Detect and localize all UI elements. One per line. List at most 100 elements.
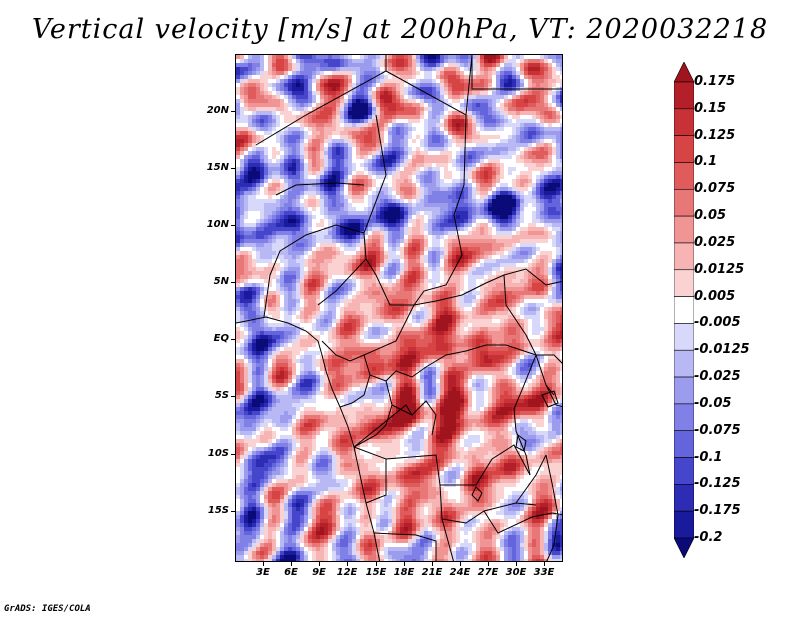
map-plot-area [235,54,563,562]
lon-tick [319,562,320,566]
lon-tick [460,562,461,566]
border-line [536,354,562,364]
border-line [391,400,437,436]
colorbar-segment [674,323,694,351]
lat-label: EQ [213,333,229,344]
lat-tick [231,168,235,169]
colorbar-label: 0.0125 [694,262,745,277]
grads-credit: GrADS: IGES/COLA [4,604,91,614]
lat-label: 10S [207,448,229,459]
lat-tick [231,396,235,397]
colorbar-segment [674,403,694,432]
border-line [385,55,473,116]
colorbar-segment [674,376,694,405]
lon-tick [432,562,433,566]
lon-tick [404,562,405,566]
colorbar-label: 0.175 [694,74,736,89]
border-line [353,444,531,486]
lat-label: 15S [207,505,229,516]
colorbar-label: 0.15 [694,101,727,116]
lat-tick [231,454,235,455]
border-line [483,510,562,534]
colorbar-segment [674,537,694,558]
border-line [545,384,562,408]
country-borders [236,55,562,561]
colorbar-label: -0.025 [694,369,741,384]
lon-label: 24E [449,567,471,578]
colorbar-label: -0.125 [694,476,741,491]
border-line [439,484,537,524]
colorbar-segment [674,510,694,539]
colorbar-label: -0.2 [694,530,723,545]
lon-tick [488,562,489,566]
lon-label: 6E [284,567,298,578]
colorbar-label: 0.075 [694,181,736,196]
colorbar-label: -0.075 [694,423,741,438]
colorbar-segment [674,484,694,512]
lat-tick [231,225,235,226]
lon-label: 3E [256,567,270,578]
border-line [317,258,367,306]
colorbar-label: 0.005 [694,289,736,304]
border-line [541,390,559,408]
border-line [515,454,547,504]
colorbar-segment [674,296,694,324]
colorbar-segment [674,62,694,83]
colorbar-segment [674,457,694,485]
lat-tick [231,111,235,112]
colorbar-segment [674,430,694,458]
border-line [353,380,393,448]
colorbar [674,62,694,558]
border-line [373,532,437,561]
lon-label: 33E [533,567,555,578]
lon-label: 27E [477,567,499,578]
border-line [353,404,413,448]
lat-label: 20N [206,105,229,116]
border-line [321,304,415,362]
border-line [236,316,381,561]
border-line [513,354,537,476]
lat-label: 15N [206,162,229,173]
border-line [363,114,467,306]
colorbar-segment [674,188,694,217]
border-line [263,224,365,318]
colorbar-label: -0.005 [694,315,741,330]
lon-tick [291,562,292,566]
border-line [365,459,387,504]
lat-tick [231,511,235,512]
colorbar-label: 0.05 [694,208,727,223]
lat-label: 5N [213,276,229,287]
colorbar-label: -0.175 [694,503,741,518]
lon-tick [376,562,377,566]
border-line [471,486,483,502]
border-line [275,182,365,196]
lon-tick [347,562,348,566]
lon-tick [516,562,517,566]
colorbar-label: -0.0125 [694,342,750,357]
lon-label: 18E [393,567,415,578]
border-line [545,454,559,561]
colorbar-label: 0.1 [694,154,718,169]
colorbar-segment [674,162,694,190]
colorbar-label: -0.1 [694,450,723,465]
border-line [471,55,562,90]
lon-label: 9E [312,567,326,578]
lon-label: 15E [365,567,387,578]
lat-tick [231,282,235,283]
lat-label: 5S [214,390,229,401]
border-line [413,268,562,306]
border-line [255,55,387,146]
colorbar-segment [674,269,694,297]
map-title: Vertical velocity [m/s] at 200hPa, VT: 2… [31,14,769,45]
border-line [339,354,371,408]
colorbar-label: -0.05 [694,396,732,411]
border-line [515,434,527,452]
colorbar-segment [674,135,694,163]
border-line [503,274,555,396]
colorbar-label: 0.025 [694,235,736,250]
colorbar-segment [674,108,694,136]
lat-label: 10N [206,219,229,230]
lon-label: 12E [336,567,358,578]
vertical-velocity-field [236,55,562,561]
border-line [441,518,454,561]
